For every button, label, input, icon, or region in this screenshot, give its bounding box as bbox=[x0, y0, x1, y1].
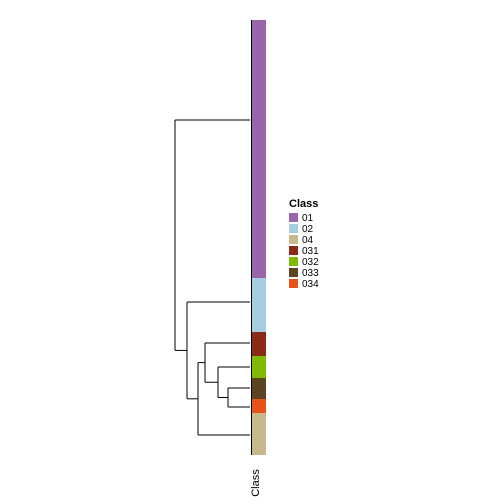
legend-label: 031 bbox=[302, 246, 319, 257]
legend-label: 04 bbox=[302, 235, 314, 246]
legend-swatch bbox=[289, 268, 298, 277]
legend-title: Class bbox=[289, 198, 318, 210]
legend-swatch bbox=[289, 257, 298, 266]
class-segment bbox=[252, 356, 266, 378]
class-segment bbox=[252, 332, 266, 356]
legend-label: 01 bbox=[302, 213, 314, 224]
class-segment bbox=[252, 20, 266, 278]
legend-swatch bbox=[289, 213, 298, 222]
class-segment bbox=[252, 278, 266, 332]
legend-label: 02 bbox=[302, 224, 314, 235]
legend-label: 033 bbox=[302, 268, 319, 279]
legend-swatch bbox=[289, 224, 298, 233]
legend-swatch bbox=[289, 246, 298, 255]
legend-swatch bbox=[289, 279, 298, 288]
class-segment bbox=[252, 378, 266, 399]
legend-label: 032 bbox=[302, 257, 319, 268]
legend-swatch bbox=[289, 235, 298, 244]
dendrogram-chart: Class Class 010204031032033034 bbox=[0, 0, 504, 504]
legend-label: 034 bbox=[302, 279, 319, 290]
sidebar-axis-label: Class bbox=[250, 469, 262, 497]
sidebar-edge bbox=[251, 20, 252, 455]
class-segment bbox=[252, 399, 266, 413]
class-segment bbox=[252, 413, 266, 455]
